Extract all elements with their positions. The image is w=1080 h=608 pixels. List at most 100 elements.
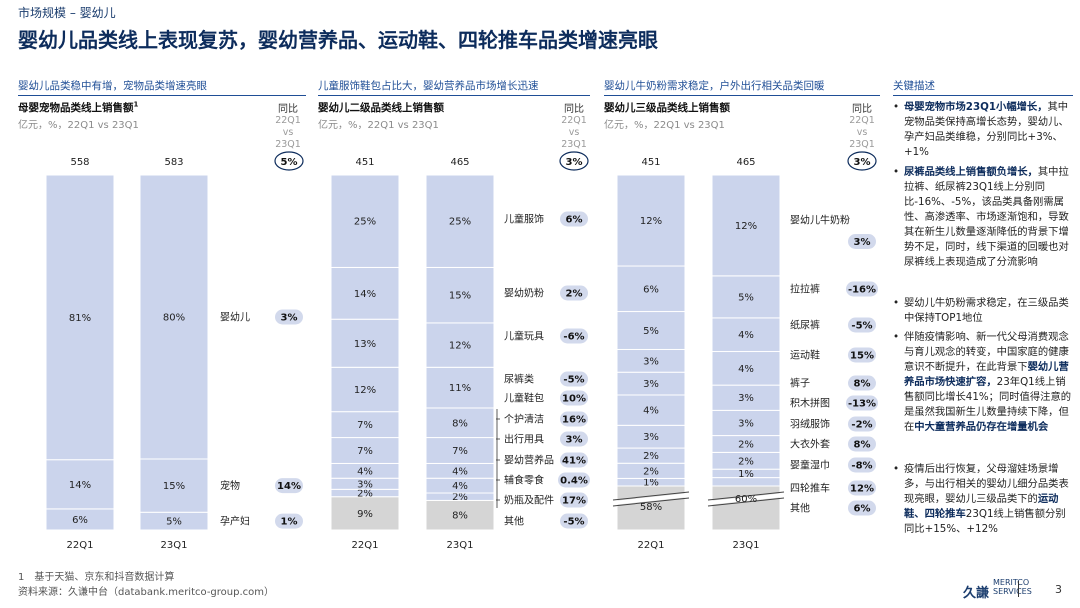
bullet-icon: • bbox=[893, 297, 900, 309]
chart-2-yoy-pill-辅食零食 bbox=[558, 472, 590, 488]
chart-3-yoy-积木拼图: -13% bbox=[848, 399, 876, 410]
chart-1-total-22Q1: 558 bbox=[70, 157, 89, 168]
chart-3-total-22Q1: 451 bbox=[641, 157, 660, 168]
chart-3-series-label-大衣外套: 大衣外套 bbox=[790, 438, 830, 451]
chart-1-bar-23Q1-宠物 bbox=[139, 458, 209, 513]
chart-1-data-label-22Q1-婴幼儿: 81% bbox=[69, 313, 91, 324]
chart-3-series-label-运动鞋: 运动鞋 bbox=[790, 349, 820, 362]
chart-2-data-label-23Q1-婴幼营养品: 4% bbox=[452, 466, 468, 477]
breadcrumb: 市场规模 – 婴幼儿 bbox=[18, 6, 116, 20]
chart-2-yoy-pill-婴幼奶粉 bbox=[560, 285, 588, 301]
chart-3-data-label-22Q1-拉拉裤: 6% bbox=[643, 284, 659, 295]
chart-3-yoy-pill-四轮推车 bbox=[848, 480, 876, 496]
chart-2-data-label-23Q1-儿童服饰: 25% bbox=[449, 217, 471, 228]
chart-3-data-label-23Q1-婴童湿巾: 1% bbox=[738, 469, 754, 480]
chart-2-axis-label-22Q1: 22Q1 bbox=[352, 540, 379, 551]
company-logo-en: MERITCO SERVICES bbox=[993, 578, 1032, 596]
key-point-text: 婴幼儿牛奶粉需求稳定，在三级品类中保持TOP1地位 bbox=[893, 296, 1073, 326]
chart-2-total-22Q1: 451 bbox=[355, 157, 374, 168]
chart-3-bar-23Q1-其他 bbox=[711, 485, 781, 531]
bullet-icon: • bbox=[893, 101, 900, 113]
chart-3-data-label-22Q1-婴幼儿牛奶粉: 12% bbox=[640, 216, 662, 227]
yoy-vs: vs bbox=[856, 127, 868, 138]
chart-2-data-label-22Q1-其他: 9% bbox=[357, 509, 373, 520]
chart-1-yoy-pill-宠物 bbox=[275, 478, 303, 494]
chart-1-series-label-婴幼儿: 婴幼儿 bbox=[220, 311, 250, 324]
chart-3-data-label-22Q1-四轮推车: 1% bbox=[643, 478, 659, 489]
yoy-period-end: 23Q1 bbox=[275, 139, 301, 150]
bullet-icon: • bbox=[893, 463, 900, 475]
chart-2-bar-22Q1-儿童玩具 bbox=[330, 318, 400, 368]
chart-1-data-label-22Q1-孕产妇: 6% bbox=[72, 515, 88, 526]
yoy-label: 同比 bbox=[564, 104, 584, 115]
chart-2-data-label-23Q1-婴幼奶粉: 15% bbox=[449, 291, 471, 302]
chart-3-data-label-22Q1-婴童湿巾: 2% bbox=[643, 466, 659, 477]
chart-2-bar-23Q1-婴幼奶粉 bbox=[425, 266, 495, 324]
chart-2-series-label-出行用具: 出行用具 bbox=[504, 433, 544, 446]
chart-3-yoy-pill-婴幼儿牛奶粉 bbox=[848, 234, 876, 249]
key-point-text: 疫情后出行恢复，父母溜娃场景增多，与出行相关的婴幼儿细分品类表现亮眼，婴幼儿三级… bbox=[893, 462, 1073, 537]
chart-1-yoy-pill-孕产妇 bbox=[275, 513, 303, 529]
chart-2-total-yoy-circle bbox=[559, 151, 589, 171]
section-divider-3 bbox=[604, 95, 880, 96]
chart-3-yoy-pill-羽绒服饰 bbox=[848, 416, 876, 432]
chart-2-data-label-22Q1-儿童鞋包: 12% bbox=[354, 385, 376, 396]
chart-3-data-label-23Q1-其他: 60% bbox=[735, 494, 757, 505]
chart-2-yoy-出行用具: 3% bbox=[566, 435, 583, 446]
chart-3-series-label-纸尿裤: 纸尿裤 bbox=[790, 319, 820, 332]
chart-1-axis-label-22Q1: 22Q1 bbox=[67, 540, 94, 551]
chart-2-bar-23Q1-个护清洁 bbox=[425, 407, 495, 439]
chart-3-data-label-23Q1-羽绒服饰: 2% bbox=[738, 439, 754, 450]
chart-2-gap-top bbox=[399, 175, 426, 187]
chart-1-total-23Q1: 583 bbox=[164, 157, 183, 168]
chart-2-data-label-22Q1-个护清洁: 7% bbox=[357, 420, 373, 431]
chart-2-series-label-儿童服饰: 儿童服饰 bbox=[504, 213, 544, 226]
chart-3-series-label-拉拉裤: 拉拉裤 bbox=[790, 283, 820, 296]
chart-2-series-label-其他: 其他 bbox=[504, 515, 524, 528]
chart-2-series-label-儿童玩具: 儿童玩具 bbox=[504, 330, 544, 343]
chart-3-total-yoy-circle bbox=[847, 151, 877, 171]
chart-3-axis-label-23Q1: 23Q1 bbox=[733, 540, 760, 551]
chart-2-bar-22Q1-儿童鞋包 bbox=[330, 366, 400, 413]
chart-3-yoy-pill-婴童湿巾 bbox=[848, 457, 876, 473]
chart-2-series-label-个护清洁: 个护清洁 bbox=[504, 413, 544, 426]
chart-1-yoy-宠物: 14% bbox=[277, 481, 301, 492]
chart-2-bar-22Q1-儿童服饰 bbox=[330, 174, 400, 268]
chart-2-data-label-23Q1-出行用具: 7% bbox=[452, 446, 468, 457]
chart-2-bar-23Q1-儿童服饰 bbox=[425, 174, 495, 268]
chart-3-series-label-其他: 其他 bbox=[790, 502, 810, 515]
chart-3-yoy-pill-裤子 bbox=[848, 375, 876, 391]
logo-divider bbox=[1018, 581, 1019, 597]
key-point-emphasis: 母婴宠物市场23Q1小幅增长， bbox=[904, 101, 1048, 113]
yoy-period-start: 22Q1 bbox=[561, 115, 587, 126]
key-point-2: • 尿裤品类线上销售额负增长，其中拉拉裤、纸尿裤23Q1线上分别同比-16%、-5… bbox=[893, 165, 1073, 270]
chart-2-data-label-22Q1-奶瓶及配件: 2% bbox=[357, 489, 373, 500]
chart-2-bar-22Q1-婴幼奶粉 bbox=[330, 266, 400, 320]
chart-3-yoy-pill-纸尿裤 bbox=[848, 317, 876, 333]
key-point-text: 伴随疫情影响、新一代父母消费观念与育儿观念的转变，中国家庭的健康意识不断提升，在… bbox=[893, 330, 1073, 435]
chart-2-data-label-22Q1-出行用具: 7% bbox=[357, 446, 373, 457]
chart-2-subtitle: 亿元，%，22Q1 vs 23Q1 bbox=[318, 120, 439, 131]
chart-3-yoy-婴童湿巾: -8% bbox=[851, 461, 872, 472]
chart-1-series-label-孕产妇: 孕产妇 bbox=[220, 515, 250, 528]
chart-2-bar-23Q1-儿童鞋包 bbox=[425, 366, 495, 409]
chart-2-yoy-pill-儿童服饰 bbox=[560, 211, 588, 227]
chart-3-bar-23Q1-拉拉裤 bbox=[711, 275, 781, 319]
chart-3-data-label-23Q1-纸尿裤: 4% bbox=[738, 330, 754, 341]
key-point-run: 婴幼儿牛奶粉需求稳定，在三级品类中保持TOP1地位 bbox=[904, 297, 1069, 324]
chart-2-yoy-儿童玩具: -6% bbox=[563, 332, 584, 343]
chart-2-yoy-个护清洁: 16% bbox=[562, 415, 586, 426]
chart-2-yoy-儿童鞋包: 10% bbox=[562, 394, 586, 405]
chart-2-yoy-pill-个护清洁 bbox=[560, 411, 588, 427]
chart-3-axis-label-22Q1: 22Q1 bbox=[638, 540, 665, 551]
chart-3-data-label-22Q1-大衣外套: 2% bbox=[643, 451, 659, 462]
chart-2-data-label-23Q1-儿童玩具: 12% bbox=[449, 341, 471, 352]
chart-3-axis-break-22Q1 bbox=[612, 491, 690, 507]
chart-3-axis-break-23Q1 bbox=[707, 491, 785, 507]
chart-2-yoy-pill-婴幼营养品 bbox=[560, 452, 588, 468]
chart-3-yoy-运动鞋: 15% bbox=[850, 351, 874, 362]
chart-3-series-label-婴童湿巾: 婴童湿巾 bbox=[790, 459, 830, 472]
chart-3-series-label-裤子: 裤子 bbox=[790, 377, 810, 390]
chart-1-gap-top bbox=[114, 175, 140, 187]
